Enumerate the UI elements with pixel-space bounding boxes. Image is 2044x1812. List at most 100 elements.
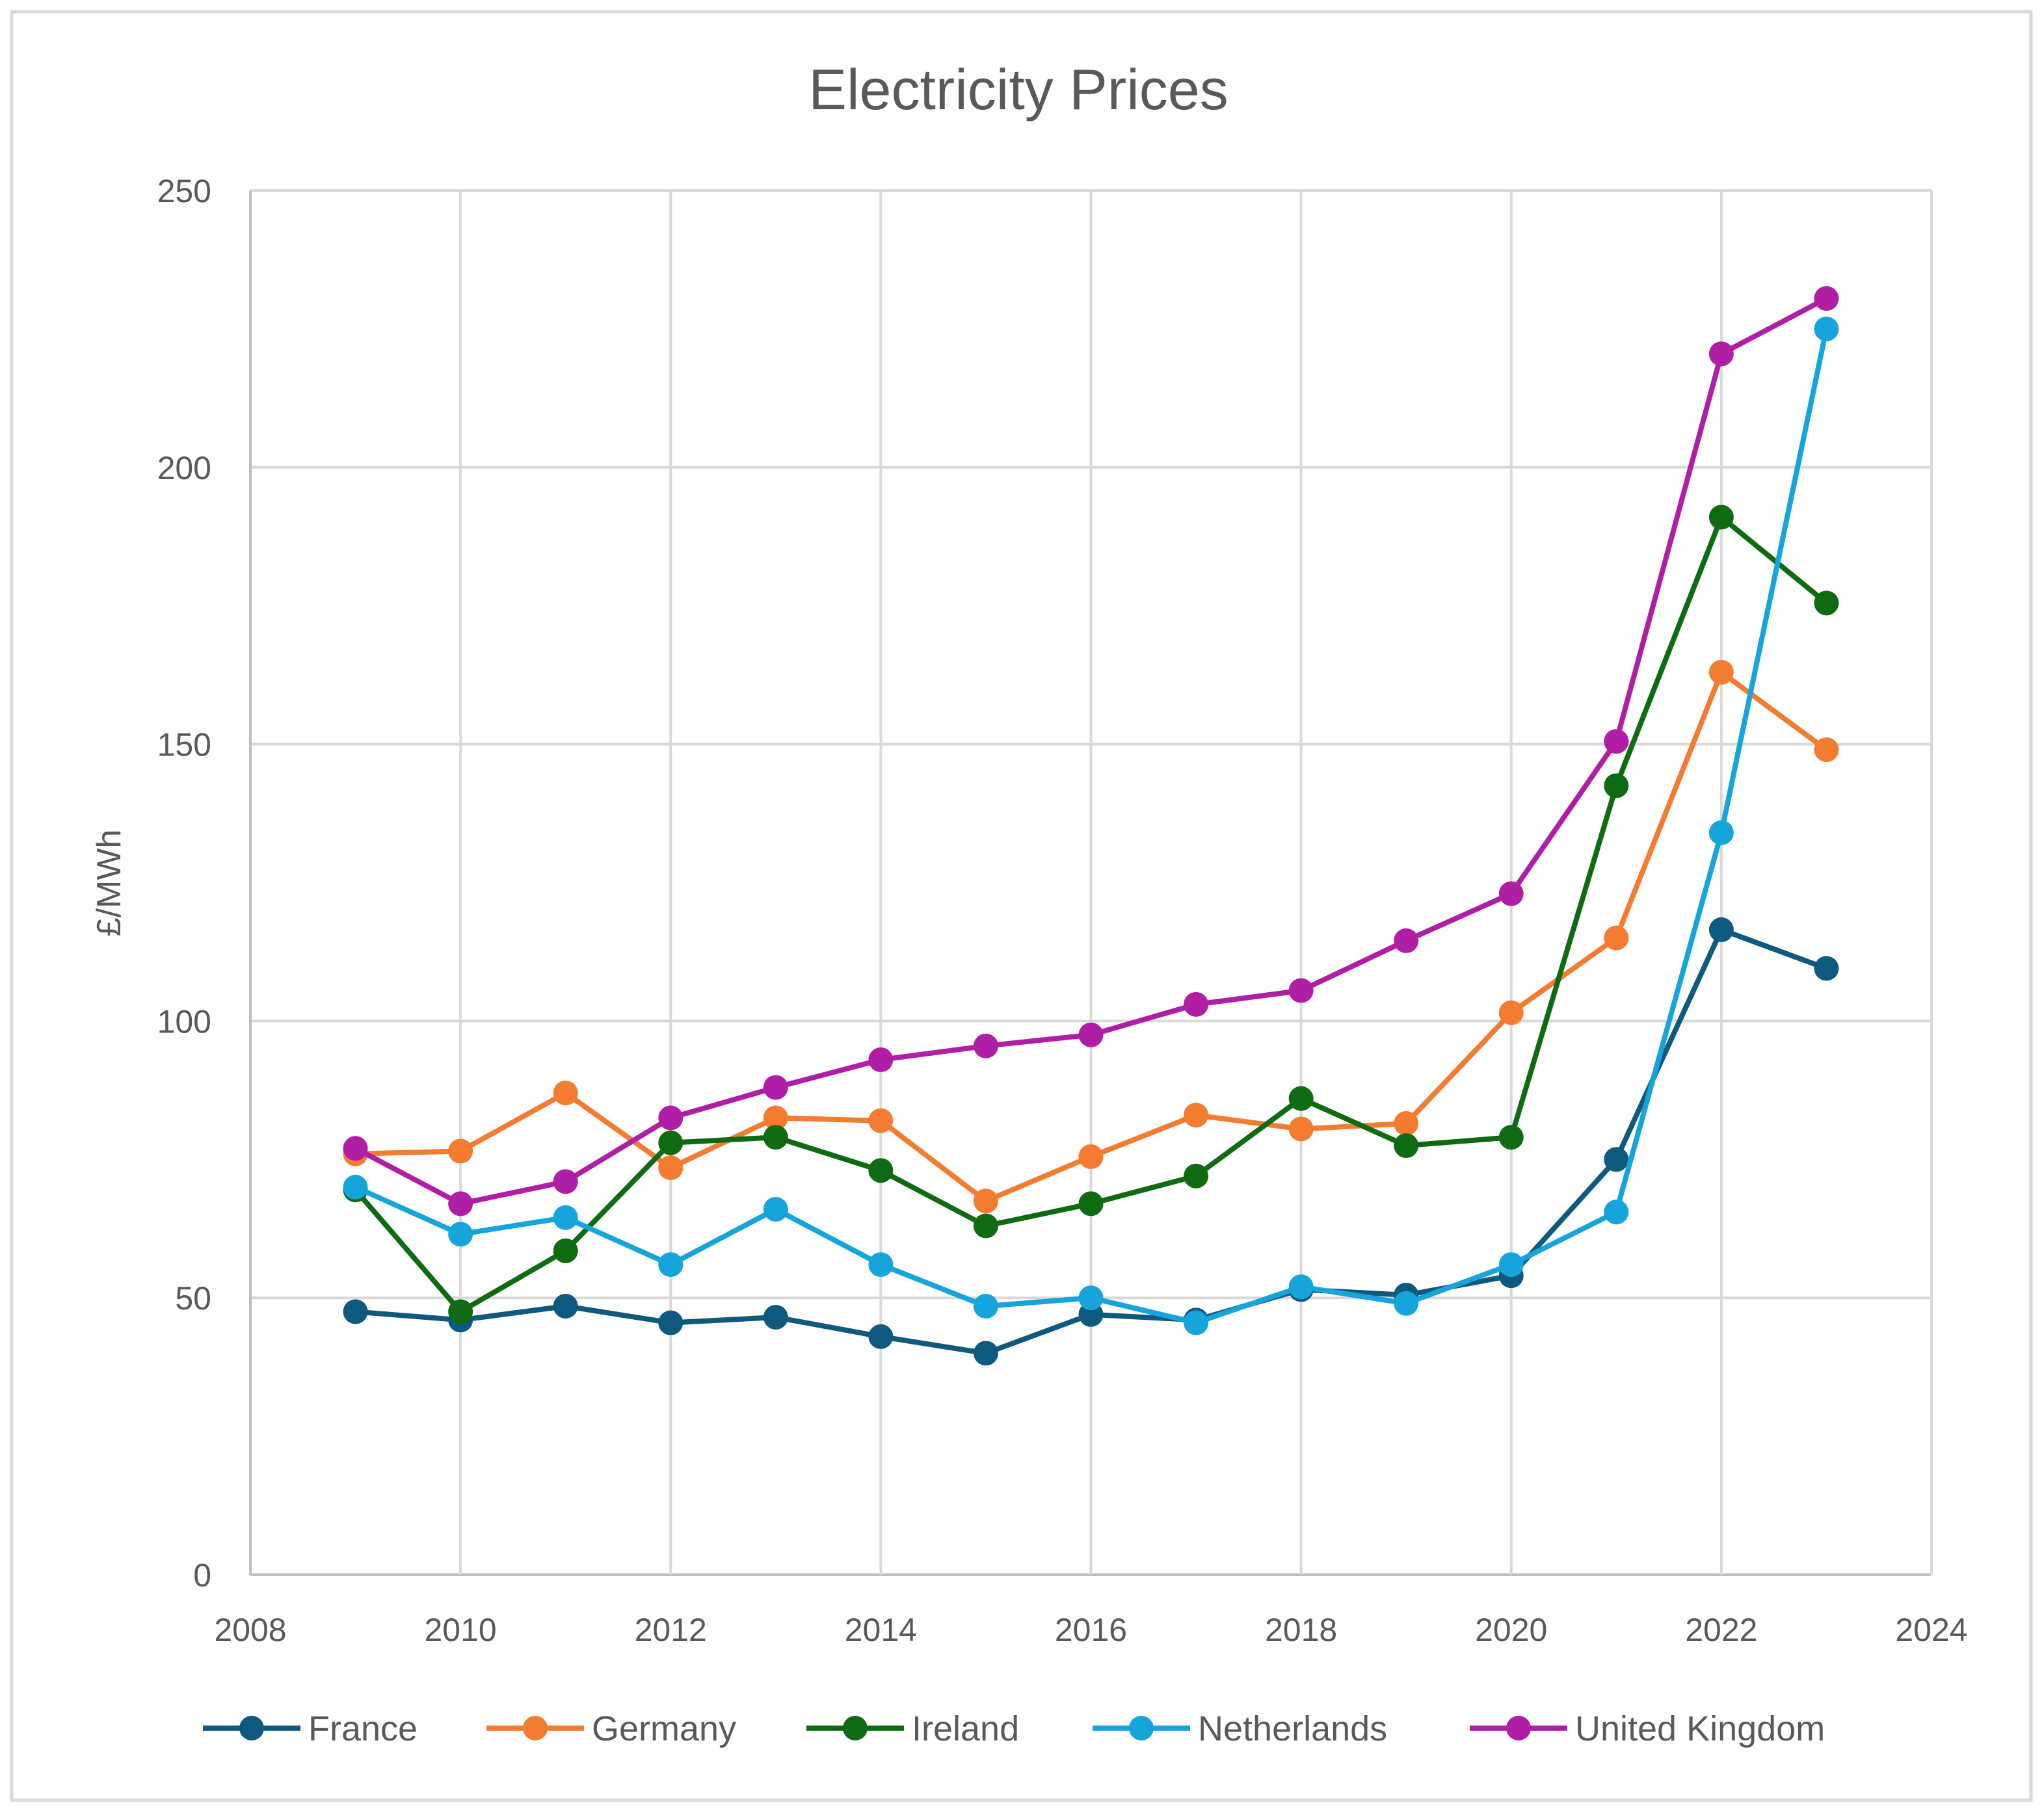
data-point-france [973, 1341, 998, 1366]
data-point-germany [868, 1108, 894, 1133]
data-point-germany [1078, 1144, 1104, 1170]
data-point-ireland [868, 1158, 894, 1183]
data-point-netherlands [1814, 316, 1839, 341]
data-point-germany [1708, 659, 1734, 685]
series-united-kingdom [343, 286, 1839, 1216]
x-tick-label: 2020 [1475, 1612, 1547, 1648]
data-point-united-kingdom [448, 1191, 473, 1216]
legend-item-netherlands: Netherlands [1093, 1709, 1387, 1748]
data-point-germany [1498, 1000, 1524, 1025]
legend-label: United Kingdom [1575, 1709, 1825, 1748]
data-point-france [1604, 1147, 1629, 1172]
legend-item-germany: Germany [486, 1709, 736, 1748]
data-point-germany [763, 1105, 788, 1131]
legend-label: France [308, 1709, 418, 1748]
data-point-united-kingdom [343, 1136, 368, 1161]
data-point-germany [553, 1081, 578, 1106]
data-point-netherlands [1288, 1274, 1314, 1300]
data-point-united-kingdom [1078, 1022, 1104, 1047]
data-point-united-kingdom [763, 1075, 788, 1100]
series-netherlands [343, 316, 1839, 1335]
legend-swatch-marker [843, 1716, 868, 1740]
data-point-netherlands [1498, 1252, 1524, 1278]
data-point-france [763, 1305, 788, 1330]
data-point-netherlands [763, 1196, 788, 1222]
legend-swatch-marker [523, 1716, 548, 1740]
x-tick-label: 2008 [214, 1612, 286, 1648]
x-tick-label: 2014 [845, 1612, 917, 1648]
x-tick-label: 2016 [1055, 1612, 1127, 1648]
data-point-germany [1184, 1103, 1209, 1128]
x-tick-label: 2024 [1895, 1612, 1967, 1648]
data-point-ireland [553, 1238, 578, 1263]
data-point-germany [448, 1138, 473, 1164]
data-point-netherlands [448, 1222, 473, 1247]
x-tick-label: 2018 [1265, 1612, 1337, 1648]
data-point-ireland [1708, 505, 1734, 530]
data-point-netherlands [1708, 820, 1734, 845]
data-point-germany [973, 1188, 998, 1214]
data-point-ireland [1814, 590, 1839, 616]
y-tick-label: 100 [157, 1003, 211, 1040]
y-tick-label: 50 [175, 1280, 211, 1317]
data-point-france [553, 1293, 578, 1319]
y-tick-label: 200 [157, 450, 211, 486]
data-point-france [343, 1299, 368, 1324]
data-point-france [658, 1310, 684, 1335]
data-point-united-kingdom [553, 1169, 578, 1194]
data-point-united-kingdom [1814, 286, 1839, 311]
data-point-france [1814, 956, 1839, 981]
data-point-netherlands [1184, 1310, 1209, 1335]
data-point-ireland [1078, 1191, 1104, 1216]
data-point-united-kingdom [1708, 341, 1734, 367]
legend-item-united-kingdom: United Kingdom [1470, 1709, 1825, 1748]
data-point-germany [658, 1155, 684, 1181]
data-point-united-kingdom [973, 1033, 998, 1058]
data-point-germany [1604, 925, 1629, 951]
data-point-france [868, 1324, 894, 1349]
legend-item-france: France [203, 1709, 418, 1748]
x-tick-label: 2012 [635, 1612, 707, 1648]
data-point-netherlands [1394, 1291, 1419, 1316]
data-point-ireland [1394, 1133, 1419, 1159]
data-point-france [1708, 917, 1734, 942]
legend-swatch-marker [1129, 1716, 1154, 1740]
data-point-united-kingdom [1498, 881, 1524, 906]
data-point-ireland [1184, 1163, 1209, 1188]
legend-label: Germany [592, 1709, 736, 1748]
data-point-netherlands [1604, 1200, 1629, 1225]
data-point-germany [1288, 1116, 1314, 1142]
data-point-ireland [1604, 773, 1629, 798]
data-point-ireland [658, 1130, 684, 1155]
y-tick-label: 150 [157, 727, 211, 763]
chart-frame [10, 10, 2033, 1802]
data-point-united-kingdom [1604, 729, 1629, 754]
data-point-netherlands [1078, 1285, 1104, 1311]
data-point-ireland [973, 1213, 998, 1239]
data-point-germany [1394, 1110, 1419, 1136]
legend-swatch-marker [239, 1716, 264, 1740]
data-point-germany [1814, 737, 1839, 763]
data-point-united-kingdom [1184, 991, 1209, 1017]
chart-title: Electricity Prices [808, 57, 1228, 122]
data-point-united-kingdom [868, 1047, 894, 1073]
data-point-united-kingdom [658, 1105, 684, 1131]
data-point-netherlands [973, 1293, 998, 1319]
legend-label: Ireland [912, 1709, 1019, 1748]
data-point-netherlands [553, 1205, 578, 1230]
data-point-united-kingdom [1288, 978, 1314, 1003]
legend-item-ireland: Ireland [806, 1709, 1019, 1748]
x-axis-ticks: 2008 2010 2012 2014 2016 2018 2020 2022 2024 [214, 1612, 1967, 1648]
data-point-ireland [763, 1125, 788, 1150]
legend: France Germany Ireland Netherlands United Ki… [203, 1709, 1825, 1748]
x-tick-label: 2010 [425, 1612, 497, 1648]
y-axis-ticks: 0 50 100 150 200 250 [157, 173, 211, 1594]
x-tick-label: 2022 [1685, 1612, 1757, 1648]
data-point-netherlands [868, 1252, 894, 1278]
data-point-ireland [1498, 1125, 1524, 1150]
legend-label: Netherlands [1198, 1709, 1387, 1748]
series-layer [343, 286, 1839, 1366]
y-tick-label: 0 [193, 1557, 211, 1594]
